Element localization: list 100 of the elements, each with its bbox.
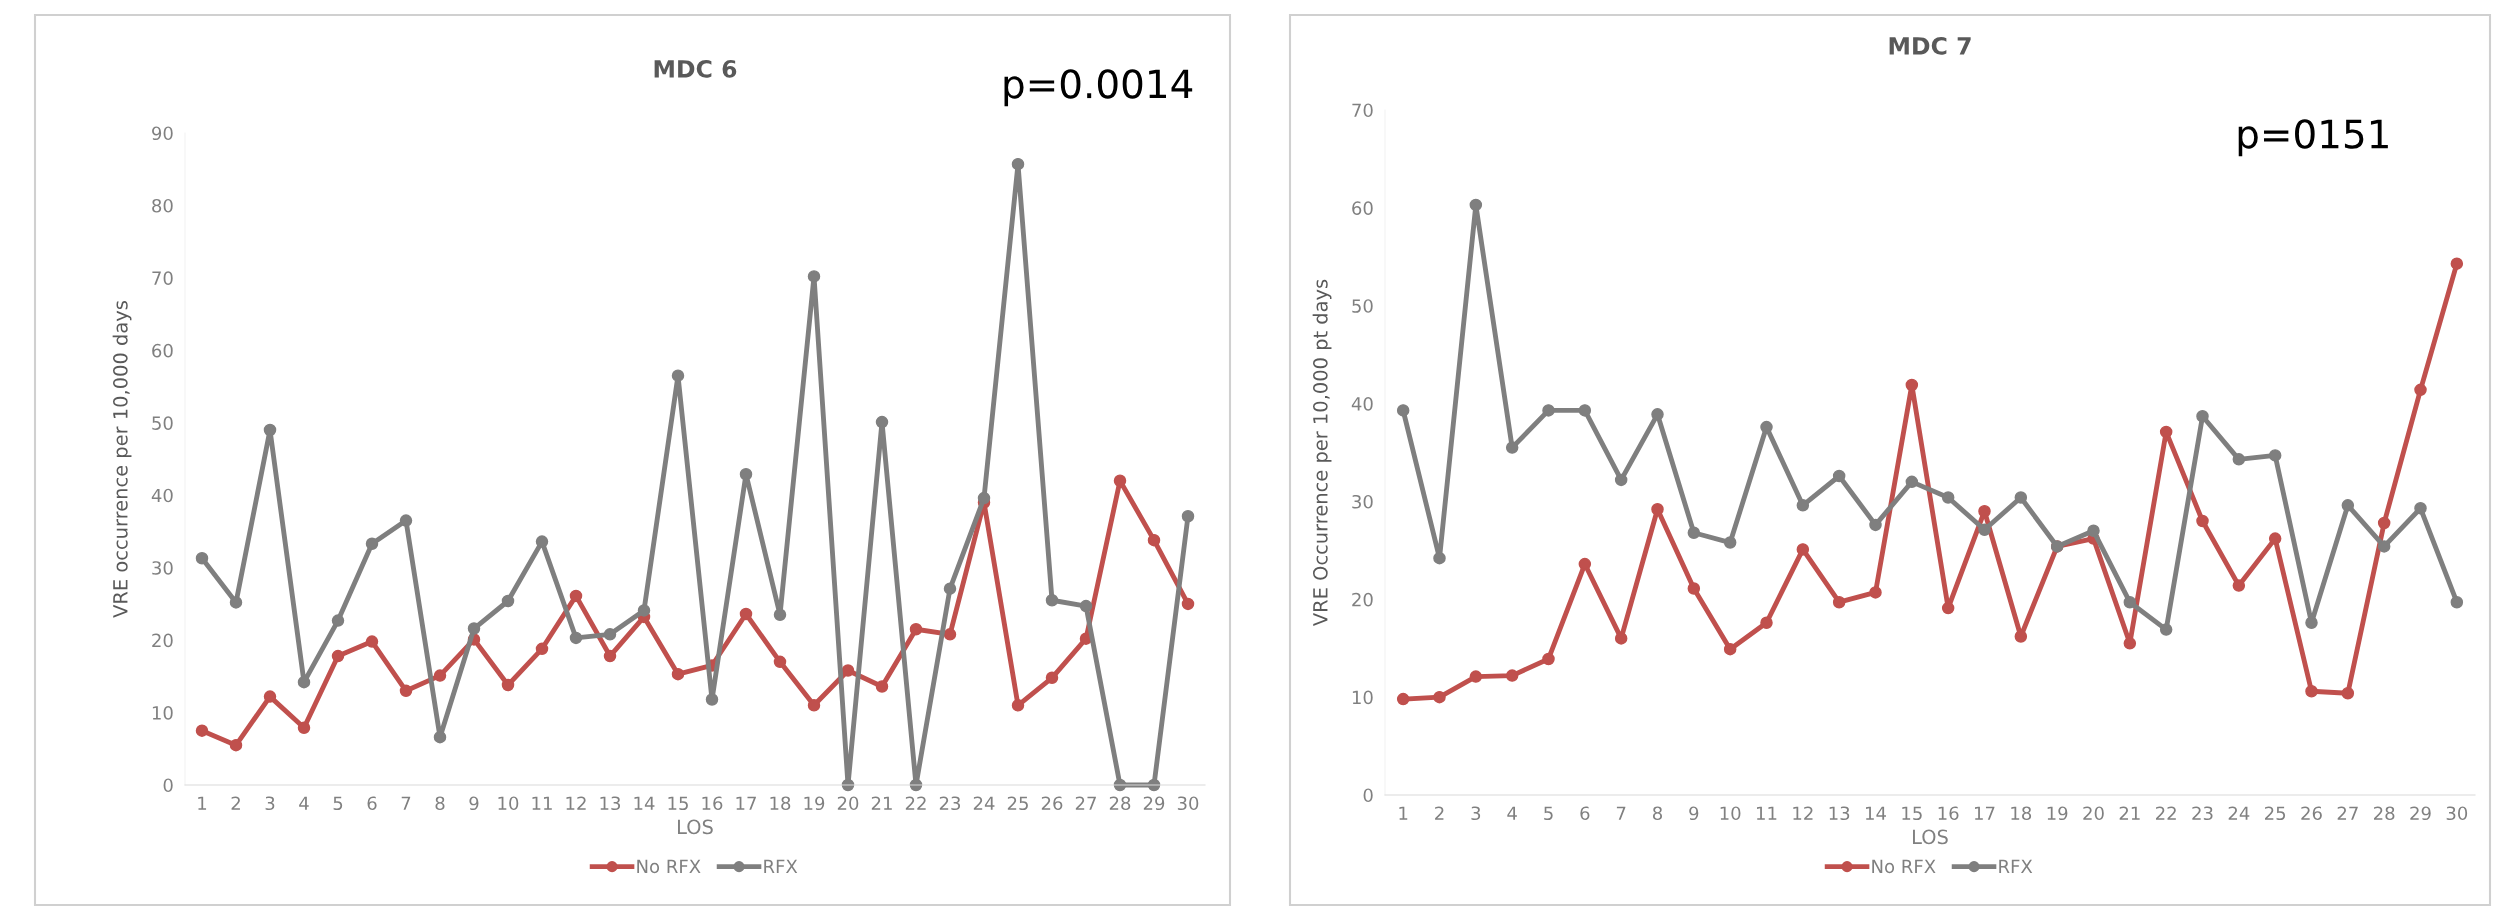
point	[1614, 632, 1628, 645]
y-tick-label: 90	[152, 126, 173, 141]
point	[1113, 474, 1127, 487]
x-tick-label: 6	[367, 796, 377, 811]
x-tick-label: 8	[435, 796, 445, 811]
point	[2159, 623, 2173, 636]
point	[1869, 518, 1882, 532]
point	[671, 667, 685, 681]
point	[977, 491, 991, 505]
point	[1181, 509, 1195, 523]
point	[229, 596, 243, 609]
point	[2341, 686, 2355, 700]
point	[2268, 449, 2282, 462]
x-tick-label: 26	[2301, 806, 2322, 821]
x-tick-label: 11	[1757, 806, 1777, 820]
point	[399, 514, 413, 527]
x-tick-label: 17	[736, 796, 756, 810]
point	[2232, 579, 2246, 592]
x-tick-label: 23	[2192, 806, 2213, 821]
point	[2305, 616, 2318, 630]
point	[1181, 597, 1195, 611]
y-tick-label: 70	[1352, 103, 1373, 118]
point	[229, 738, 243, 752]
x-tick-label: 8	[1652, 806, 1663, 821]
x-tick-label: 24	[973, 796, 995, 810]
point	[2450, 257, 2464, 270]
point	[1796, 499, 1810, 512]
x-tick-label: 19	[2047, 806, 2068, 821]
point	[1869, 586, 1882, 599]
y-tick-label: 30	[1352, 494, 1373, 509]
point	[1687, 526, 1701, 539]
x-tick-label: 29	[1143, 796, 1165, 811]
point	[263, 423, 277, 437]
point	[943, 628, 957, 641]
y-tick-label: 20	[1352, 592, 1373, 607]
x-tick-label: 6	[1580, 806, 1590, 821]
x-tick-label: 18	[770, 796, 791, 811]
point	[331, 649, 345, 663]
x-tick-label: 21	[871, 796, 892, 810]
point	[1011, 699, 1025, 712]
x-tick-label: 2	[1435, 806, 1444, 820]
point	[875, 415, 889, 429]
x-tick-label: 14	[1866, 806, 1886, 820]
point	[263, 690, 277, 703]
x-tick-label: 20	[2083, 806, 2104, 821]
point	[1505, 441, 1519, 454]
x-tick-label: 25	[1007, 796, 1028, 811]
point	[1079, 599, 1093, 613]
point	[671, 369, 685, 382]
point	[1796, 543, 1810, 556]
point	[1941, 601, 1955, 615]
point	[2268, 532, 2282, 545]
x-tick-label: 13	[1829, 806, 1850, 821]
point	[637, 604, 651, 617]
x-axis-title: LOS	[1913, 829, 1948, 845]
x-tick-label: 1	[198, 796, 207, 810]
y-tick-label: 30	[152, 561, 173, 575]
point	[569, 631, 583, 645]
x-tick-label: 7	[401, 796, 411, 810]
point	[2414, 383, 2427, 397]
point	[1433, 690, 1446, 704]
point	[943, 582, 957, 595]
x-tick-label: 27	[1075, 796, 1096, 810]
x-tick-label: 5	[333, 796, 343, 811]
y-tick-label: 60	[1352, 201, 1373, 215]
y-tick-label: 40	[1351, 397, 1373, 411]
x-tick-label: 14	[634, 796, 655, 810]
x-tick-label: 9	[469, 796, 479, 811]
x-tick-label: 9	[1689, 806, 1699, 821]
point	[1469, 198, 1483, 212]
point	[1651, 503, 1664, 516]
y-tick-label: 70	[152, 271, 173, 286]
y-tick-label: 0	[163, 778, 173, 793]
y-tick-label: 50	[152, 416, 173, 430]
point	[1578, 557, 1592, 571]
point	[1011, 157, 1025, 171]
point	[467, 622, 481, 635]
point	[1147, 533, 1161, 547]
point	[1760, 420, 1773, 434]
point	[1045, 671, 1059, 685]
point	[2232, 453, 2246, 466]
point	[1396, 404, 1410, 417]
chart-title: MDC 7	[1889, 36, 1971, 55]
point	[603, 649, 617, 663]
y-tick-label: 40	[151, 488, 173, 503]
point	[1505, 669, 1519, 682]
x-tick-label: 22	[905, 796, 926, 810]
x-tick-label: 23	[939, 796, 961, 811]
x-tick-label: 1	[1399, 806, 1408, 820]
point	[773, 608, 787, 622]
point	[807, 270, 821, 283]
point	[535, 535, 549, 548]
x-tick-label: 10	[498, 796, 519, 811]
point	[365, 537, 379, 551]
point	[2196, 514, 2209, 528]
y-tick-label: 0	[1363, 788, 1373, 803]
x-tick-label: 24	[2228, 806, 2250, 820]
point	[1978, 504, 1991, 518]
point	[2414, 502, 2427, 515]
x-tick-label: 25	[2265, 806, 2286, 821]
